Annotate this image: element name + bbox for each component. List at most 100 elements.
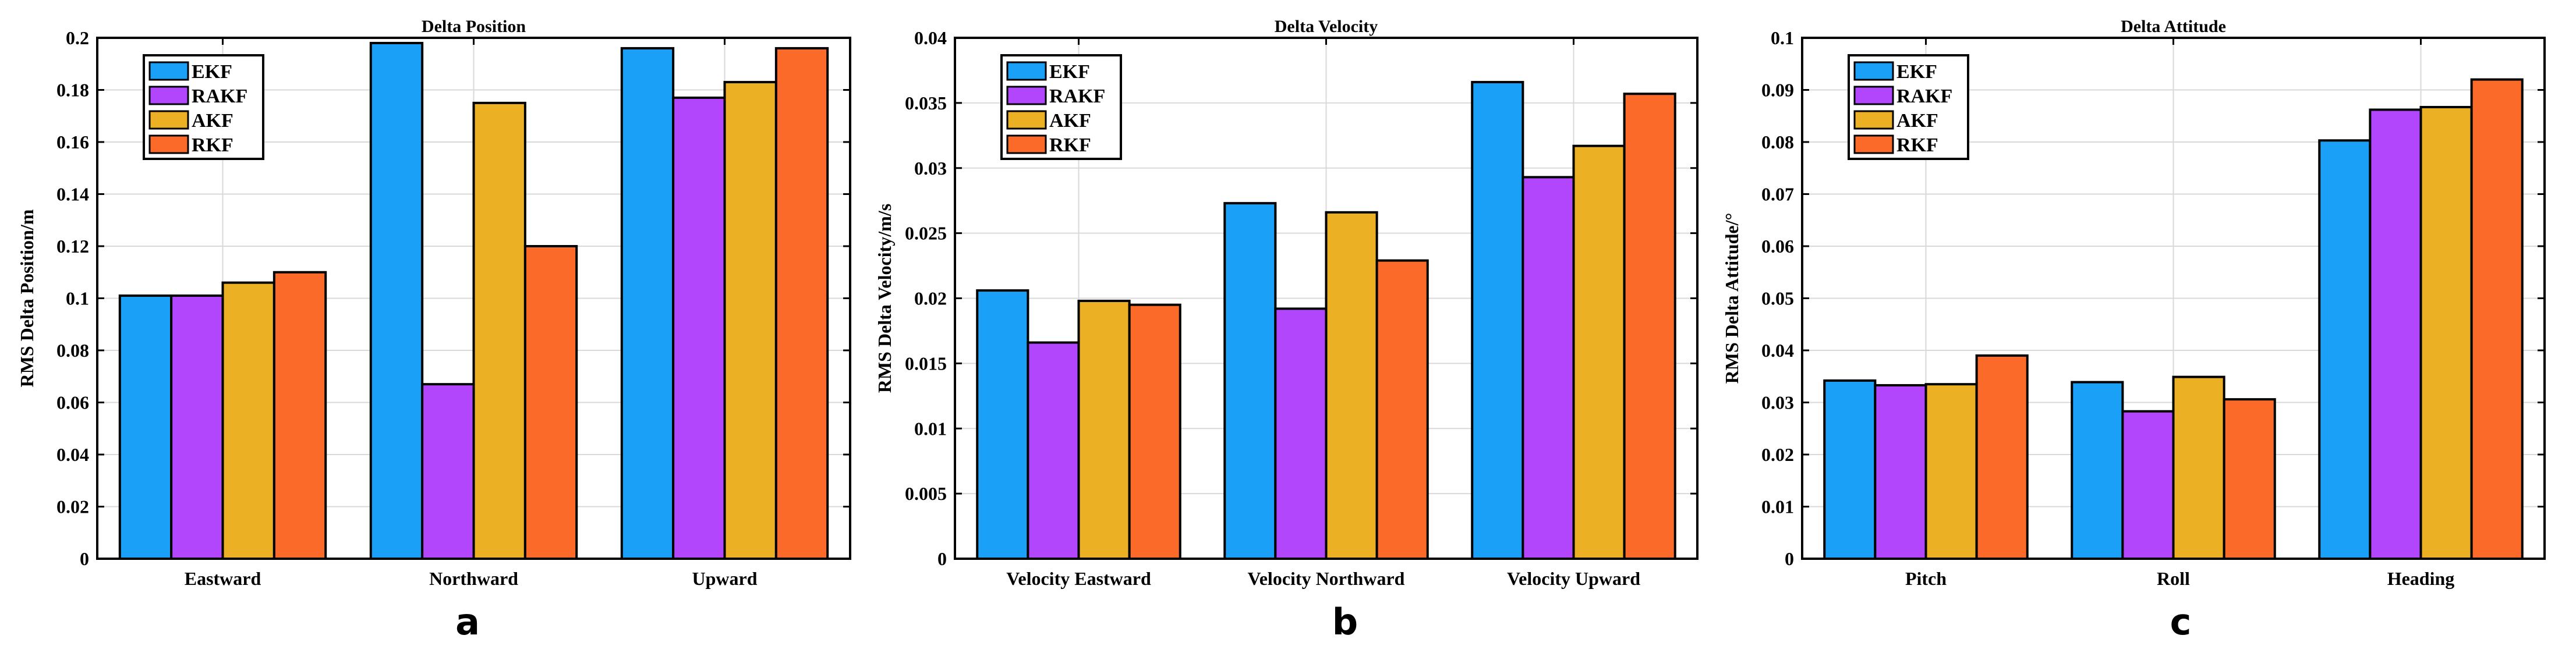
ytick-label: 0	[937, 548, 947, 569]
legend-swatch-akf	[1006, 110, 1047, 130]
ytick-label: 0.12	[56, 236, 89, 257]
bar-akf-1	[2172, 375, 2225, 560]
panel-letter: c	[2170, 601, 2192, 643]
ytick-label: 0.03	[1761, 392, 1794, 413]
bar-ekf-0	[1823, 379, 1877, 560]
ytick-label: 0.04	[56, 444, 89, 465]
bar-rakf-0	[1874, 384, 1927, 560]
category-label: Pitch	[1905, 568, 1947, 589]
y-axis-label: RMS Delta Velocity/m/s	[874, 204, 895, 393]
legend-label-rakf: RAKF	[1049, 86, 1105, 107]
bar-ekf-2	[620, 47, 675, 560]
bar-rkf-0	[1128, 303, 1181, 560]
legend-label-rkf: RKF	[1896, 134, 1938, 156]
ytick-label: 0.08	[1761, 132, 1794, 152]
category-label: Upward	[692, 568, 757, 589]
ytick-label: 0.05	[1761, 288, 1794, 309]
legend-swatch-akf	[1853, 110, 1894, 130]
category-label: Velocity Northward	[1248, 568, 1405, 589]
legend-label-rakf: RAKF	[1896, 86, 1952, 107]
panel-b: 0 0.005 0.01 0.015 0.02 0.025 0.03 0.035 0.04 Vel…	[874, 17, 1699, 643]
bar-rakf-2	[1521, 176, 1575, 560]
panel-a: 0 0.02 0.04 0.06 0.08 0.1 0.12 0.14 0.16 0.18 0.2 E…	[16, 17, 851, 643]
ytick-label: 0.16	[56, 132, 89, 152]
bar-rakf-0	[170, 294, 224, 560]
ytick-label: 0.005	[905, 483, 947, 504]
bar-akf-2	[2419, 106, 2473, 560]
bar-ekf-1	[1223, 202, 1277, 560]
ytick-label: 0.025	[905, 223, 947, 244]
category-label: Roll	[2157, 568, 2190, 589]
legend-swatch-ekf	[1006, 61, 1047, 81]
ytick-label: 0.02	[56, 496, 89, 517]
bar-rakf-1	[421, 383, 475, 560]
ytick-label: 0.06	[56, 392, 89, 413]
bar-rakf-0	[1027, 341, 1080, 560]
legend-label-rakf: RAKF	[192, 86, 247, 107]
bar-rakf-2	[672, 96, 726, 560]
category-label: Northward	[429, 568, 518, 589]
panel-letter: a	[455, 601, 480, 643]
bar-rkf-2	[774, 47, 829, 560]
ytick-label: 0	[1785, 548, 1794, 569]
legend-swatch-ekf	[1853, 61, 1894, 81]
legend-swatch-rkf	[148, 134, 189, 154]
legend-swatch-ekf	[148, 61, 189, 81]
bar-rkf-1	[523, 245, 578, 560]
bar-ekf-0	[118, 294, 173, 560]
legend-label-rkf: RKF	[1049, 134, 1091, 156]
ytick-label: 0.04	[1761, 340, 1794, 361]
ytick-label: 0	[80, 548, 89, 569]
ytick-label: 0.14	[56, 184, 89, 205]
bar-rkf-1	[2223, 398, 2276, 560]
chart-title: Delta Position	[422, 17, 526, 36]
legend-label-rkf: RKF	[192, 134, 233, 156]
ytick-label: 0.01	[914, 418, 947, 439]
legend-swatch-akf	[148, 110, 189, 130]
ytick-label: 0.01	[1761, 496, 1794, 517]
ytick-label: 0.18	[56, 80, 89, 101]
legend-swatch-rakf	[1006, 86, 1047, 105]
ytick-label: 0.02	[914, 288, 947, 309]
bar-akf-0	[221, 281, 275, 560]
ytick-label: 0.08	[56, 340, 89, 361]
legend-label-ekf: EKF	[1049, 61, 1090, 83]
bar-rkf-2	[2470, 78, 2524, 560]
panel-letter: b	[1332, 601, 1358, 643]
legend-swatch-rakf	[1853, 86, 1894, 105]
panels: 0 0.02 0.04 0.06 0.08 0.1 0.12 0.14 0.16 0.18 0.2 E…	[16, 17, 2546, 643]
bar-akf-0	[1924, 383, 1978, 560]
bar-ekf-2	[2318, 139, 2372, 560]
ytick-label: 0.2	[66, 27, 89, 48]
bar-rakf-1	[2121, 410, 2175, 560]
ytick-label: 0.015	[905, 353, 947, 374]
bar-rkf-1	[1375, 259, 1429, 560]
category-label: Heading	[2387, 568, 2455, 589]
bar-ekf-2	[1471, 81, 1524, 560]
ytick-label: 0.02	[1761, 444, 1794, 465]
ytick-label: 0.1	[1771, 27, 1794, 48]
ytick-label: 0.035	[905, 93, 947, 113]
legend-label-akf: AKF	[192, 110, 233, 132]
bar-rkf-0	[1975, 354, 2029, 560]
bar-akf-2	[723, 81, 777, 560]
legend-swatch-rakf	[148, 86, 189, 105]
bar-akf-1	[472, 101, 526, 560]
bar-rakf-1	[1274, 307, 1328, 560]
bar-akf-1	[1325, 211, 1378, 560]
legend-swatch-rkf	[1853, 134, 1894, 154]
bar-ekf-0	[976, 289, 1029, 560]
category-label: Eastward	[185, 568, 261, 589]
bar-ekf-1	[2071, 381, 2124, 560]
legend-label-ekf: EKF	[192, 61, 232, 83]
category-label: Velocity Upward	[1507, 568, 1640, 589]
bar-akf-0	[1077, 299, 1131, 560]
legend-swatch-rkf	[1006, 134, 1047, 154]
chart-title: Delta Attitude	[2121, 17, 2226, 36]
ytick-label: 0.04	[914, 27, 947, 48]
legend-label-akf: AKF	[1049, 110, 1091, 132]
